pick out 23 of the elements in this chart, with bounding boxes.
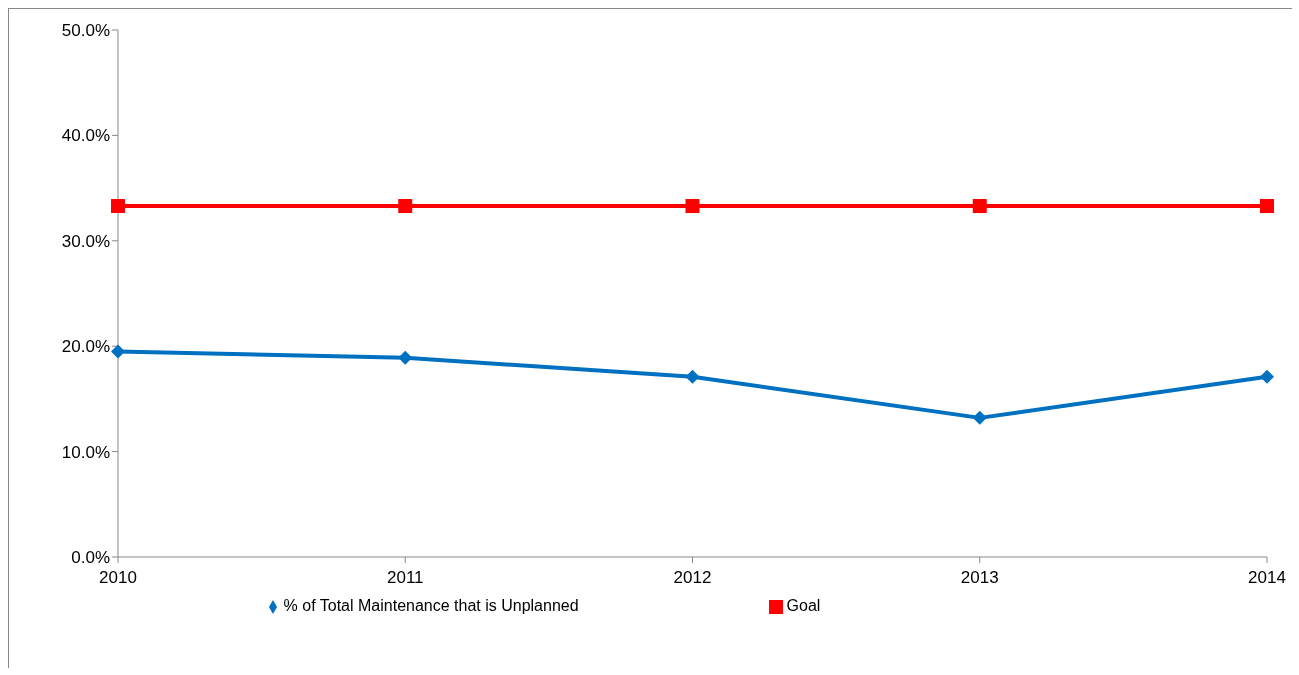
point bbox=[398, 350, 413, 365]
point bbox=[111, 199, 125, 214]
legend-label: % of Total Maintenance that is Unplanned bbox=[283, 597, 579, 614]
x-tick-label: 2013 bbox=[960, 568, 999, 588]
x-tick-label: 2010 bbox=[99, 568, 137, 588]
y-tick-label: 0.0% bbox=[71, 548, 110, 568]
x-tick-label: 2012 bbox=[673, 568, 712, 588]
point bbox=[972, 410, 987, 425]
point bbox=[972, 199, 987, 214]
point bbox=[111, 344, 125, 359]
y-tick-label: 30.0% bbox=[61, 231, 110, 251]
x-tick-label: 2011 bbox=[386, 568, 424, 588]
y-tick-label: 50.0% bbox=[61, 21, 110, 41]
point bbox=[685, 199, 700, 214]
y-tick-label: 40.0% bbox=[61, 126, 110, 146]
y-tick-label: 10.0% bbox=[61, 442, 110, 462]
x-tick-label: 2014 bbox=[1248, 568, 1286, 588]
point bbox=[398, 199, 413, 214]
y-tick-label: 20.0% bbox=[61, 337, 110, 357]
point bbox=[1260, 199, 1274, 214]
point bbox=[685, 369, 700, 384]
legend-label: Goal bbox=[786, 597, 821, 614]
point bbox=[1260, 369, 1274, 384]
